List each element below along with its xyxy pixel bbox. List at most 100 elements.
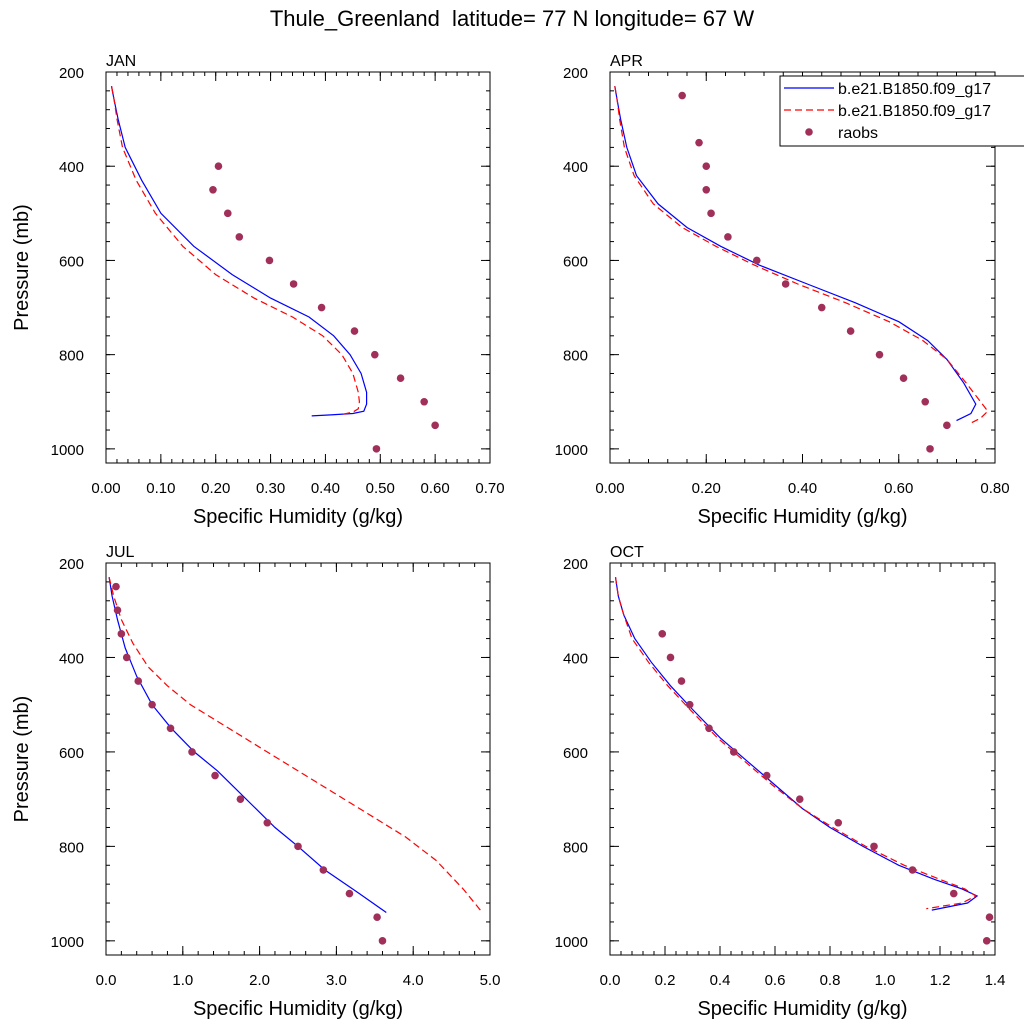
- y-tick-label: 600: [563, 253, 588, 270]
- raobs-point: [113, 606, 122, 615]
- raobs-point: [666, 653, 675, 662]
- x-tick-label: 0.80: [980, 480, 1009, 497]
- x-tick-label: 0.6: [765, 972, 786, 989]
- x-tick-label: 2.0: [249, 972, 270, 989]
- raobs-point: [875, 350, 884, 359]
- raobs-point: [378, 937, 387, 945]
- raobs-point: [926, 445, 934, 453]
- plot-frame: [105, 562, 491, 956]
- raobs-point: [214, 162, 223, 171]
- raobs-point: [949, 889, 958, 898]
- x-tick-label: 0.40: [788, 480, 817, 497]
- legend-label: raobs: [838, 125, 878, 142]
- x-tick-label: 0.2: [655, 972, 676, 989]
- x-axis-label: Specific Humidity (g/kg): [193, 998, 403, 1020]
- raobs-point: [908, 866, 917, 874]
- raobs-point: [265, 256, 274, 265]
- plot-frame: [105, 71, 491, 464]
- raobs-point: [834, 818, 843, 827]
- raobs-point: [658, 630, 667, 638]
- x-tick-label: 0.70: [475, 480, 504, 497]
- raobs-point: [148, 700, 156, 709]
- raobs-point: [117, 630, 126, 638]
- x-tick-label: 0.4: [710, 972, 731, 989]
- legend-label: b.e21.B1850.f09_g17: [838, 81, 991, 98]
- x-tick-label: 1.0: [875, 972, 896, 989]
- x-tick-label: 0.0: [600, 972, 621, 989]
- x-tick-label: 5.0: [480, 972, 501, 989]
- y-tick-label: 600: [59, 745, 84, 762]
- raobs-point: [294, 842, 302, 851]
- raobs-point: [921, 397, 930, 406]
- series-solid-line: [108, 577, 387, 913]
- panel-label: JUL: [106, 544, 135, 561]
- x-tick-label: 0.60: [421, 480, 450, 497]
- panel-label: OCT: [610, 544, 644, 561]
- raobs-point: [350, 327, 359, 335]
- y-tick-label: 1000: [555, 442, 588, 459]
- y-tick-label: 400: [563, 159, 588, 176]
- raobs-point: [705, 724, 713, 733]
- plot-frame: [609, 562, 996, 956]
- legend-label: b.e21.B1850.f09_g17: [838, 103, 991, 120]
- raobs-point: [678, 91, 686, 100]
- panel-jul: JUL 0.0 1.0 2.0 3.0 4.0 5.0 200 400 600 800 1000 Spe…: [11, 544, 500, 1020]
- raobs-point: [345, 889, 354, 898]
- x-axis-label: Specific Humidity (g/kg): [697, 506, 907, 528]
- x-axis-label: Specific Humidity (g/kg): [697, 998, 907, 1020]
- y-tick-label: 800: [59, 348, 84, 365]
- raobs-point: [420, 397, 428, 406]
- y-tick-label: 200: [59, 65, 84, 82]
- raobs-point: [870, 842, 878, 851]
- panel-label: JAN: [106, 53, 136, 70]
- x-tick-label: 0.0: [96, 972, 117, 989]
- raobs-point: [702, 185, 711, 194]
- y-tick-label: 400: [563, 650, 588, 667]
- raobs-point: [985, 913, 994, 922]
- raobs-point: [236, 795, 245, 803]
- raobs-point: [211, 771, 219, 780]
- raobs-point: [685, 700, 694, 709]
- y-tick-label: 800: [563, 839, 588, 856]
- raobs-point: [795, 795, 804, 803]
- raobs-point: [982, 937, 991, 945]
- raobs-point: [319, 866, 328, 874]
- legend: b.e21.B1850.f09_g17 b.e21.B1850.f09_g17ra…: [779, 75, 1024, 147]
- y-tick-label: 400: [59, 650, 84, 667]
- x-tick-label: 0.10: [146, 480, 175, 497]
- raobs-point: [134, 677, 143, 685]
- raobs-point: [289, 280, 298, 288]
- x-tick-label: 1.2: [930, 972, 951, 989]
- x-tick-label: 0.40: [311, 480, 340, 497]
- x-tick-label: 0.20: [201, 480, 230, 497]
- raobs-point: [396, 374, 405, 383]
- y-tick-label: 200: [59, 556, 84, 573]
- raobs-point: [707, 209, 715, 218]
- x-tick-label: 1.4: [985, 972, 1006, 989]
- series-dashed-line: [108, 577, 483, 913]
- y-axis-label: Pressure (mb): [11, 204, 33, 331]
- raobs-point: [846, 327, 855, 335]
- x-axis-label: Specific Humidity (g/kg): [193, 506, 403, 528]
- raobs-point: [817, 303, 826, 312]
- raobs-point: [943, 421, 951, 430]
- x-tick-label: 0.60: [884, 480, 913, 497]
- raobs-point: [372, 445, 381, 453]
- x-tick-label: 0.30: [256, 480, 285, 497]
- series-dashed-line: [614, 86, 989, 424]
- panel-label: APR: [610, 53, 643, 70]
- panel-jan: JAN 0.00 0.10 0.20 0.30 0.40 0.50 0.60 0.70 200 40…: [11, 53, 505, 528]
- y-tick-label: 1000: [555, 934, 588, 951]
- raobs-point: [781, 280, 790, 288]
- x-tick-label: 0.00: [595, 480, 624, 497]
- y-tick-label: 600: [563, 745, 588, 762]
- raobs-point: [317, 303, 326, 312]
- y-tick-label: 1000: [51, 934, 84, 951]
- x-tick-label: 0.8: [820, 972, 841, 989]
- raobs-point: [235, 233, 244, 241]
- series-solid-line: [614, 86, 977, 422]
- y-tick-label: 1000: [51, 442, 84, 459]
- raobs-point: [899, 374, 908, 383]
